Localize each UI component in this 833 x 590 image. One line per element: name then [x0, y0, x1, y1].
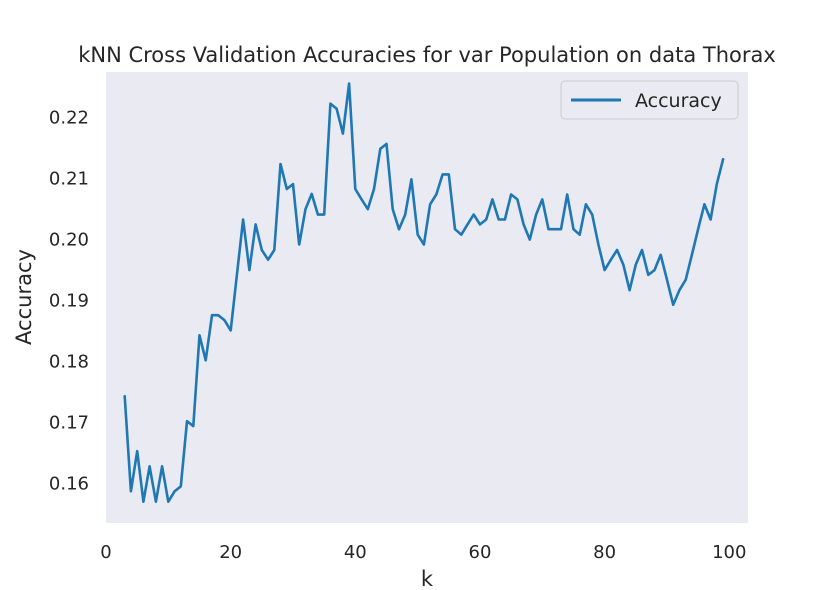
y-tick-label: 0.19	[49, 291, 89, 312]
y-tick-label: 0.22	[49, 108, 89, 129]
series-line-accuracy	[123, 82, 725, 504]
y-tick-label: 0.20	[49, 230, 89, 251]
y-tick-label: 0.18	[49, 352, 89, 373]
y-tick-label: 0.17	[49, 412, 89, 433]
x-axis-label: k	[421, 567, 434, 590]
y-tick-label: 0.16	[49, 473, 89, 494]
x-tick-label: 100	[712, 542, 746, 563]
x-tick-label: 80	[593, 542, 616, 563]
x-tick-label: 40	[344, 542, 367, 563]
plot-area	[106, 72, 748, 523]
legend-box	[560, 80, 739, 120]
y-axis-label: Accuracy	[12, 249, 36, 345]
x-tick-label: 60	[469, 542, 492, 563]
y-tick-labels: 0.16 0.17 0.18 0.19 0.20 0.21 0.22	[49, 108, 89, 495]
x-tick-labels: 0 20 40 60 80 100	[100, 542, 746, 563]
chart-title: kNN Cross Validation Accuracies for var …	[78, 43, 776, 67]
x-tick-label: 0	[100, 542, 111, 563]
series-layer	[123, 82, 725, 504]
legend: Accuracy	[560, 80, 739, 120]
x-tick-label: 20	[219, 542, 242, 563]
legend-label-accuracy: Accuracy	[635, 90, 722, 112]
y-tick-label: 0.21	[49, 169, 89, 190]
